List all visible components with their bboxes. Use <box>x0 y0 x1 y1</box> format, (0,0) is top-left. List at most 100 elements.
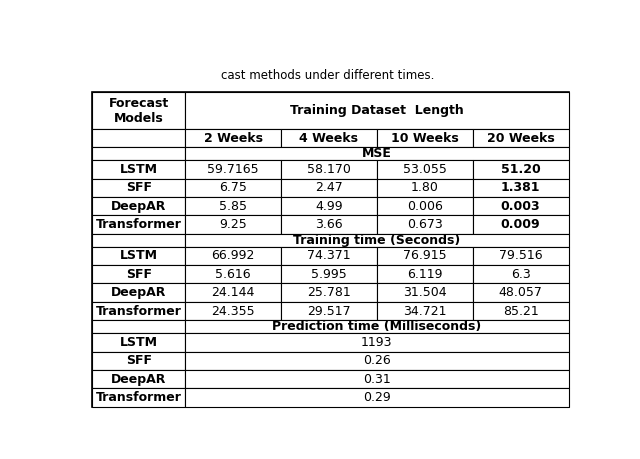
Text: 3.66: 3.66 <box>315 218 343 231</box>
Bar <box>92 197 185 215</box>
Text: 25.781: 25.781 <box>307 286 351 299</box>
Bar <box>473 179 568 197</box>
Bar <box>185 388 568 407</box>
Text: 1.80: 1.80 <box>411 181 439 194</box>
Bar <box>92 370 185 388</box>
Text: Prediction time (Milliseconds): Prediction time (Milliseconds) <box>272 320 481 333</box>
Text: 0.31: 0.31 <box>363 373 391 386</box>
Text: 1193: 1193 <box>361 336 393 349</box>
Text: Training Dataset  Length: Training Dataset Length <box>290 104 464 117</box>
Text: LSTM: LSTM <box>120 163 158 176</box>
Text: DeepAR: DeepAR <box>111 286 166 299</box>
Text: 66.992: 66.992 <box>211 249 255 263</box>
Bar <box>281 284 377 302</box>
Bar <box>377 179 473 197</box>
Bar <box>92 352 185 370</box>
Text: SFF: SFF <box>126 354 152 367</box>
Text: 85.21: 85.21 <box>503 305 538 318</box>
Bar <box>92 265 185 284</box>
Bar <box>281 179 377 197</box>
Bar <box>92 147 185 160</box>
Bar <box>92 246 185 265</box>
Bar <box>92 284 185 302</box>
Text: 51.20: 51.20 <box>500 163 541 176</box>
Text: 1.381: 1.381 <box>501 181 540 194</box>
Text: Training time (Seconds): Training time (Seconds) <box>293 234 461 247</box>
Text: 4.99: 4.99 <box>315 200 343 213</box>
Bar <box>92 129 185 147</box>
Bar <box>377 160 473 179</box>
Text: 6.119: 6.119 <box>407 268 443 281</box>
Bar <box>185 147 568 160</box>
Bar <box>185 320 568 333</box>
Bar <box>473 284 568 302</box>
Text: 0.009: 0.009 <box>501 218 540 231</box>
Text: 0.006: 0.006 <box>407 200 443 213</box>
Text: 24.144: 24.144 <box>211 286 255 299</box>
Bar <box>185 160 281 179</box>
Bar <box>473 197 568 215</box>
Text: 2 Weeks: 2 Weeks <box>204 132 262 145</box>
Text: 6.75: 6.75 <box>220 181 247 194</box>
Text: 34.721: 34.721 <box>403 305 447 318</box>
Text: 53.055: 53.055 <box>403 163 447 176</box>
Bar <box>473 129 568 147</box>
Text: 5.616: 5.616 <box>215 268 251 281</box>
Bar <box>185 179 281 197</box>
Text: Transformer: Transformer <box>96 218 182 231</box>
Text: 31.504: 31.504 <box>403 286 447 299</box>
Text: LSTM: LSTM <box>120 249 158 263</box>
Text: 74.371: 74.371 <box>307 249 351 263</box>
Bar <box>377 215 473 234</box>
Bar <box>185 302 281 320</box>
Bar <box>92 160 185 179</box>
Bar <box>185 197 281 215</box>
Bar <box>473 265 568 284</box>
Text: 5.995: 5.995 <box>311 268 347 281</box>
Text: 58.170: 58.170 <box>307 163 351 176</box>
Text: cast methods under different times.: cast methods under different times. <box>221 69 435 82</box>
Text: Transformer: Transformer <box>96 305 182 318</box>
Text: 10 Weeks: 10 Weeks <box>391 132 459 145</box>
Text: MSE: MSE <box>362 147 392 160</box>
Text: 59.7165: 59.7165 <box>207 163 259 176</box>
Text: Transformer: Transformer <box>96 391 182 404</box>
Bar <box>92 388 185 407</box>
Bar <box>377 302 473 320</box>
Bar <box>185 129 281 147</box>
Bar <box>185 370 568 388</box>
Bar <box>185 92 568 129</box>
Text: 24.355: 24.355 <box>211 305 255 318</box>
Bar <box>92 320 185 333</box>
Bar <box>281 129 377 147</box>
Text: 76.915: 76.915 <box>403 249 447 263</box>
Text: 4 Weeks: 4 Weeks <box>300 132 358 145</box>
Text: SFF: SFF <box>126 268 152 281</box>
Text: DeepAR: DeepAR <box>111 373 166 386</box>
Bar <box>473 246 568 265</box>
Text: 0.003: 0.003 <box>501 200 540 213</box>
Text: 79.516: 79.516 <box>499 249 543 263</box>
Bar <box>185 246 281 265</box>
Text: 20 Weeks: 20 Weeks <box>487 132 554 145</box>
Bar <box>185 333 568 352</box>
Text: 2.47: 2.47 <box>315 181 343 194</box>
Text: 5.85: 5.85 <box>219 200 247 213</box>
Bar <box>473 215 568 234</box>
Bar <box>281 197 377 215</box>
Bar <box>281 215 377 234</box>
Bar <box>281 246 377 265</box>
Text: DeepAR: DeepAR <box>111 200 166 213</box>
Bar <box>185 352 568 370</box>
Bar <box>473 302 568 320</box>
Text: 9.25: 9.25 <box>220 218 247 231</box>
Bar <box>185 265 281 284</box>
Text: 6.3: 6.3 <box>511 268 531 281</box>
Bar <box>185 284 281 302</box>
Bar <box>92 333 185 352</box>
Bar <box>377 197 473 215</box>
Bar <box>377 284 473 302</box>
Text: 29.517: 29.517 <box>307 305 351 318</box>
Text: 0.29: 0.29 <box>363 391 391 404</box>
Bar <box>281 160 377 179</box>
